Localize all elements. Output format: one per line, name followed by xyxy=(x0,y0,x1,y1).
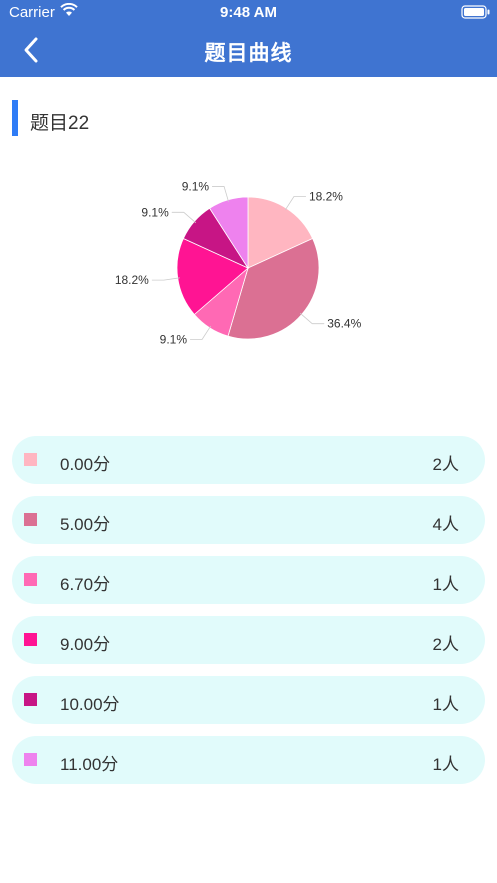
score-label: 11.00分 xyxy=(60,755,119,774)
back-chevron-icon xyxy=(24,37,38,63)
question-title-text: 题目22 xyxy=(30,113,90,134)
count-label: 2人 xyxy=(432,635,459,654)
title-marker xyxy=(12,100,18,136)
score-label: 10.00分 xyxy=(60,695,120,714)
wifi-icon xyxy=(60,2,78,21)
percent-label: 36.4% xyxy=(327,317,361,331)
count-label: 1人 xyxy=(432,575,459,594)
color-swatch xyxy=(24,513,37,526)
page-title: 题目曲线 xyxy=(204,42,293,65)
count-label: 1人 xyxy=(432,755,459,774)
score-label: 0.00分 xyxy=(60,455,111,474)
percent-label: 9.1% xyxy=(141,205,169,219)
legend-row[interactable]: 0.00分 2人 xyxy=(12,436,485,484)
status-bar: Carrier 9:48 AM xyxy=(0,0,497,24)
color-swatch xyxy=(24,453,37,466)
count-label: 1人 xyxy=(432,695,459,714)
leader-line xyxy=(190,325,212,340)
percent-label: 18.2% xyxy=(115,273,149,287)
score-label: 5.00分 xyxy=(60,515,111,534)
count-label: 4人 xyxy=(432,515,459,534)
leader-line xyxy=(284,196,306,211)
leader-line xyxy=(151,277,180,281)
pie-chart: 18.2% 36.4% 9.1% 18.2% 9.1% 9.1% xyxy=(115,179,362,347)
legend-row[interactable]: 6.70分 1人 xyxy=(12,556,485,604)
color-swatch xyxy=(24,693,37,706)
score-label: 6.70分 xyxy=(60,575,111,594)
color-swatch xyxy=(24,753,37,766)
leader-line xyxy=(299,312,325,325)
color-swatch xyxy=(24,633,37,646)
nav-bar: 题目曲线 xyxy=(0,24,497,77)
score-label: 9.00分 xyxy=(60,635,111,654)
header: Carrier 9:48 AM 题目曲线 xyxy=(0,0,497,77)
color-swatch xyxy=(24,573,37,586)
percent-label: 18.2% xyxy=(309,189,343,203)
legend-row[interactable]: 11.00分 1人 xyxy=(12,736,485,784)
percent-label: 9.1% xyxy=(182,179,210,193)
legend-row[interactable]: 10.00分 1人 xyxy=(12,676,485,724)
back-button[interactable] xyxy=(18,36,46,64)
status-time: 9:48 AM xyxy=(220,4,277,21)
percent-label: 9.1% xyxy=(160,333,188,347)
count-label: 2人 xyxy=(432,455,459,474)
carrier-label: Carrier xyxy=(9,4,55,21)
legend-list: 0.00分 2人 5.00分 4人 6.70分 1人 9.00分 2人 10.00分 1人 11.0… xyxy=(12,436,485,796)
leader-line xyxy=(171,211,197,224)
legend-row[interactable]: 5.00分 4人 xyxy=(12,496,485,544)
leader-line xyxy=(212,186,229,202)
battery-icon xyxy=(461,5,491,23)
legend-row[interactable]: 9.00分 2人 xyxy=(12,616,485,664)
